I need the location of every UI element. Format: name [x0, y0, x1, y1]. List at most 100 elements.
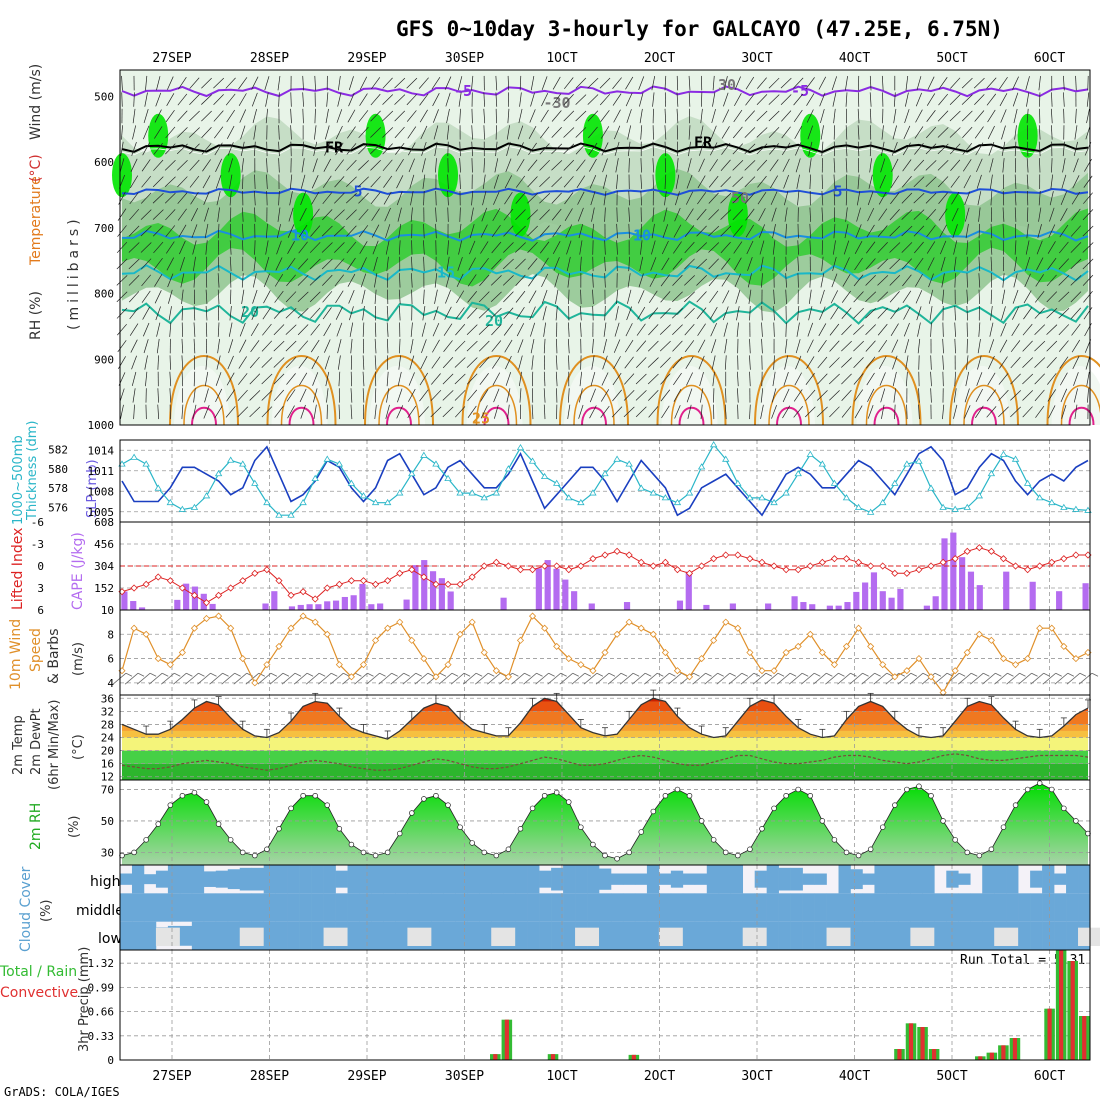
cape-bar	[959, 557, 966, 610]
cloud-cell-high	[287, 865, 300, 894]
wind-barb	[480, 224, 488, 238]
wind-barb	[459, 125, 461, 140]
wind-barb	[554, 273, 560, 288]
wind-speed-point	[541, 624, 549, 632]
wind-barb	[882, 92, 884, 107]
wind-barb	[698, 158, 705, 173]
thickness-point	[987, 469, 996, 477]
wind-barb	[396, 191, 403, 206]
wind-barb	[517, 339, 524, 353]
wind-barb	[700, 108, 703, 124]
wind-barb	[990, 306, 993, 321]
wind-barb	[761, 306, 763, 321]
wind-barb	[423, 289, 425, 305]
cape-bar	[535, 568, 542, 610]
li-tick-0: 0	[37, 560, 44, 573]
cape-bar	[368, 604, 375, 610]
wind-barb	[672, 291, 683, 303]
wind-barb	[902, 274, 912, 287]
wind-barb	[140, 225, 152, 237]
wind-barb-flag	[149, 672, 157, 677]
wind-barb	[808, 289, 812, 304]
wind-barb	[541, 92, 549, 107]
rh2m-point	[143, 837, 149, 843]
wind-barb	[165, 209, 176, 221]
wind-barb-flag	[125, 672, 133, 677]
wind-barb	[708, 175, 719, 188]
wind-barb	[915, 109, 923, 123]
wind-barb	[844, 223, 849, 239]
thickness-point	[263, 498, 271, 506]
wind-barb	[229, 256, 232, 272]
wind-barb	[603, 191, 607, 206]
wind-barb	[942, 355, 944, 370]
thickness-point	[226, 456, 235, 463]
wind-barb	[225, 93, 236, 106]
wind-barb-10m	[209, 672, 223, 685]
rh2m-point	[203, 799, 210, 805]
wind-barb	[853, 324, 865, 335]
wind-barb	[504, 339, 513, 353]
wind-barb	[1034, 290, 1045, 303]
wind-barb	[321, 258, 333, 270]
wind-barb	[299, 208, 307, 222]
wind-barb	[141, 159, 151, 172]
wind-barb	[721, 142, 731, 155]
wind-barb	[761, 355, 763, 370]
rh2m-point	[360, 849, 367, 856]
wind-barb	[781, 126, 791, 139]
wind-barb-flag	[596, 672, 604, 677]
cloud-cell-low	[1066, 921, 1079, 950]
li-point	[178, 584, 186, 592]
wind-speed-point	[637, 624, 645, 632]
wind-barb	[181, 371, 184, 387]
wind-barb	[289, 174, 293, 189]
wind-barb	[442, 390, 454, 401]
wind-barb	[587, 94, 599, 105]
wind-barb-flag	[258, 672, 266, 677]
wind-barb-flag	[934, 672, 942, 677]
wind-barb	[611, 406, 623, 418]
contour-label-8: 15	[437, 263, 455, 281]
wind-barb	[926, 110, 936, 122]
cloud-cell-high	[323, 865, 336, 894]
wind-barb	[793, 77, 804, 89]
wind-barb	[495, 75, 498, 91]
wind-barb	[543, 371, 546, 387]
cape-bar	[544, 560, 551, 610]
wind-barb	[515, 175, 526, 188]
cloud-cell-low	[455, 921, 468, 950]
cape-bar	[853, 591, 860, 610]
rh2m-tick-50: 50	[101, 815, 114, 828]
temp-tick-28: 28	[101, 718, 114, 731]
li-point	[734, 551, 742, 559]
wind-barb	[914, 143, 924, 155]
wind-barb	[938, 208, 948, 221]
wind-speed-point	[516, 636, 525, 644]
pressure-tick-600: 600	[94, 156, 114, 169]
wind-barb	[153, 257, 163, 270]
wind-barb	[674, 405, 681, 419]
wind-barb	[672, 274, 683, 286]
wind-barb	[240, 125, 246, 140]
wind-barb	[190, 208, 199, 222]
wind-barb-flag	[306, 672, 314, 677]
wind-barb-flag	[186, 672, 193, 677]
wind-barb	[1048, 405, 1056, 419]
wind-barb	[965, 207, 970, 222]
wind-barb	[204, 223, 209, 239]
wind-barb	[986, 93, 997, 106]
wind-barb-flag	[1091, 672, 1099, 677]
wind-barb	[1071, 191, 1081, 205]
wind-barb	[854, 240, 863, 255]
temp-band-1	[122, 750, 1088, 764]
wind-barb	[1013, 273, 1018, 288]
wind-barb-10m	[293, 672, 308, 685]
wind-barb	[435, 240, 437, 255]
wind-speed-point	[685, 673, 694, 681]
wind-barb	[459, 141, 461, 157]
wind-barb	[250, 323, 259, 337]
temp-band-2	[122, 737, 1088, 751]
wind-barb-flag	[874, 672, 881, 677]
wind-barb	[226, 109, 235, 123]
